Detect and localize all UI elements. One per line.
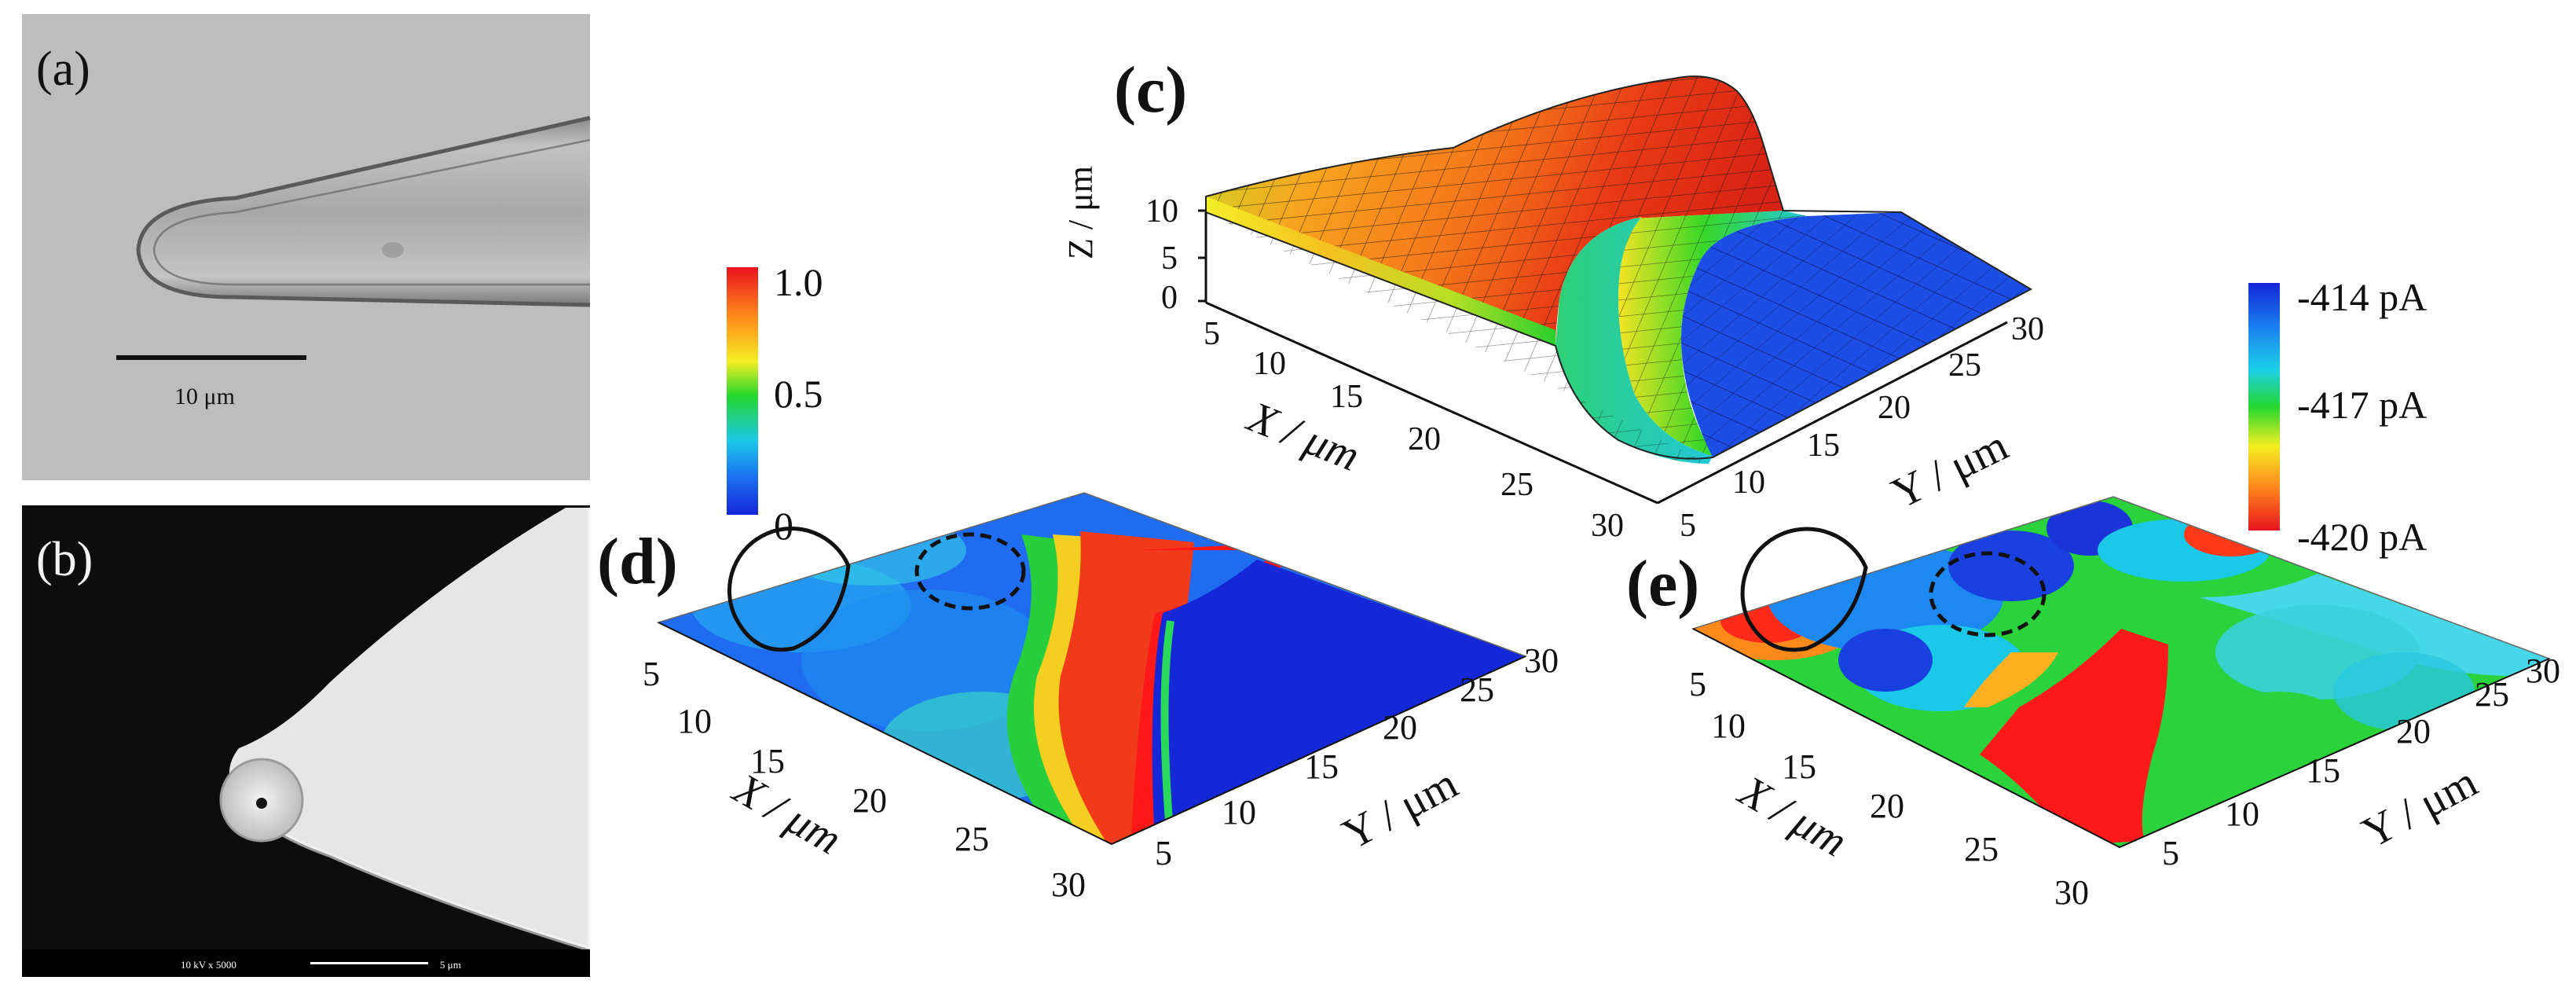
- panel-c-x-tick-10: 10: [1253, 346, 1286, 382]
- panel-c-x-tick-30: 30: [1591, 508, 1624, 544]
- panel-e-y-tick-15: 15: [2306, 751, 2340, 790]
- panel-b-scalebar-label: 5 μm: [440, 959, 461, 971]
- panel-a-scalebar-label: 10 μm: [174, 384, 235, 409]
- panel-c-x-tick-5: 5: [1204, 316, 1220, 352]
- panel-d-y-tick-20: 20: [1383, 708, 1417, 747]
- colorbar-left-tick-bottom: 0: [774, 504, 793, 548]
- panel-c-y-tick-30: 30: [2011, 311, 2044, 347]
- panel-d-y-tick-25: 25: [1460, 670, 1494, 709]
- panel-c-y-axis-label: Y / μm: [1885, 421, 2016, 519]
- panel-d-map: [658, 493, 1526, 844]
- panel-d-x-tick-25: 25: [955, 820, 989, 858]
- panel-e-x-tick-5: 5: [1689, 665, 1706, 703]
- colorbar-left-tick-top: 1.0: [774, 260, 823, 304]
- colorbar-right: [2248, 283, 2280, 531]
- panel-b-info-bar: 10 kV x 5000: [181, 959, 236, 971]
- panel-d-x-tick-10: 10: [677, 702, 712, 740]
- panel-e-axes: [1692, 628, 2550, 849]
- panel-d-y-tick-5: 5: [1155, 834, 1172, 872]
- panel-d-x-tick-30: 30: [1051, 865, 1086, 904]
- panel-e-y-tick-10: 10: [2225, 795, 2259, 833]
- panel-c-y-tick-10: 10: [1732, 464, 1765, 501]
- panel-a-image: [22, 14, 591, 480]
- panel-e-y-tick-5: 5: [2162, 834, 2179, 872]
- panel-b-image: [22, 505, 592, 977]
- panel-d-x-tick-20: 20: [852, 781, 887, 820]
- panel-d-x-tick-15: 15: [750, 742, 785, 780]
- panel-b-letter: (b): [36, 533, 93, 586]
- panel-c-x-tick-15: 15: [1330, 379, 1363, 415]
- panel-c-y-tick-25: 25: [1948, 347, 1981, 384]
- panel-c-letter: (c): [1114, 53, 1187, 127]
- panel-d-x-tick-5: 5: [643, 655, 660, 693]
- panel-c-x-tick-25: 25: [1501, 467, 1534, 503]
- panel-e-y-tick-20: 20: [2396, 712, 2431, 751]
- colorbar-left: [727, 267, 758, 515]
- panel-c-axes: [1198, 209, 2008, 505]
- colorbar-right-tick-top: -414 pA: [2297, 275, 2427, 319]
- panel-c-z-tick-2: 10: [1145, 193, 1178, 229]
- panel-d-y-tick-10: 10: [1222, 793, 1256, 832]
- panel-c-surface: [1205, 75, 2033, 464]
- colorbar-left-tick-mid: 0.5: [774, 372, 823, 416]
- panel-c-y-tick-5: 5: [1680, 508, 1696, 544]
- panel-c-x-tick-20: 20: [1408, 421, 1441, 457]
- panel-c-z-axis-label: Z / μm: [1061, 166, 1100, 259]
- panel-d-axes: [658, 622, 1526, 846]
- panel-d-markers: [727, 527, 1026, 652]
- panel-c-z-tick-1: 5: [1161, 240, 1178, 277]
- panel-d-y-tick-30: 30: [1524, 641, 1559, 680]
- panel-e-x-tick-20: 20: [1870, 787, 1904, 825]
- panel-e-x-tick-30: 30: [2054, 873, 2089, 912]
- panel-d-x-axis-label: X / μm: [724, 764, 849, 865]
- panel-e-y-tick-25: 25: [2475, 675, 2509, 714]
- panel-d-y-tick-15: 15: [1304, 747, 1339, 786]
- panel-e-letter: (e): [1626, 547, 1699, 620]
- panel-e-x-tick-10: 10: [1711, 707, 1746, 745]
- panel-e-markers: [1740, 527, 2047, 652]
- panel-c-z-tick-0: 0: [1161, 280, 1178, 316]
- panel-e-y-tick-30: 30: [2526, 652, 2560, 690]
- panel-c-y-tick-15: 15: [1807, 428, 1840, 464]
- panel-d-y-axis-label: Y / μm: [1335, 759, 1465, 860]
- panel-c-y-tick-20: 20: [1878, 390, 1911, 426]
- panel-e-y-axis-label: Y / μm: [2354, 758, 2485, 858]
- panel-d-letter: (d): [597, 525, 678, 598]
- panel-a-letter: (a): [36, 42, 90, 96]
- colorbar-right-tick-mid: -417 pA: [2297, 383, 2427, 427]
- colorbar-right-tick-bottom: -420 pA: [2297, 515, 2427, 559]
- panel-e-x-tick-25: 25: [1964, 830, 1999, 868]
- panel-e-x-tick-15: 15: [1782, 747, 1816, 786]
